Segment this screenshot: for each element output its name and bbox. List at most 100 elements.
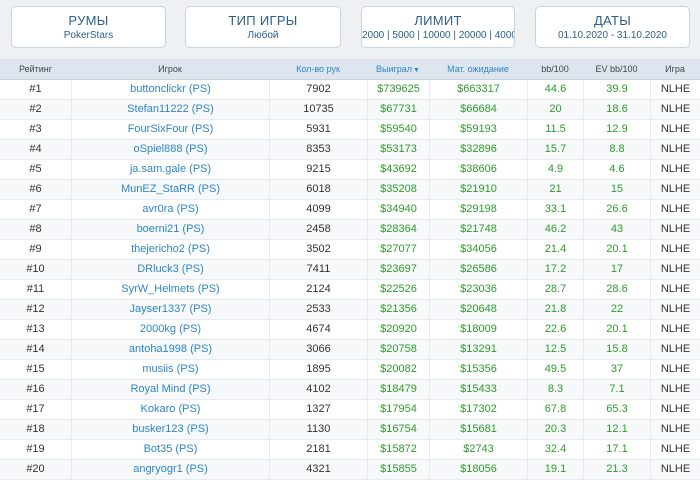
- bb100-cell: 33.1: [527, 200, 583, 219]
- header-bb100: bb/100: [541, 64, 569, 74]
- table-row: #18 busker123 (PS) 1130 $16754 $15681 20.3 12.…: [0, 420, 700, 440]
- bb100-cell: 20.3: [527, 420, 583, 439]
- ev-cell: $20648: [429, 300, 527, 319]
- player-link[interactable]: DRluck3 (PS): [71, 260, 269, 279]
- player-link[interactable]: antoha1998 (PS): [71, 340, 269, 359]
- won-cell: $21356: [367, 300, 429, 319]
- player-link[interactable]: SyrW_Helmets (PS): [71, 280, 269, 299]
- player-link[interactable]: 2000kg (PS): [71, 320, 269, 339]
- player-link[interactable]: ja.sam.gale (PS): [71, 160, 269, 179]
- evbb100-cell: 37: [583, 360, 650, 379]
- limit-filter-button[interactable]: ЛИМИТ 2000 | 5000 | 10000 | 20000 | 4000…: [361, 6, 515, 48]
- rank-cell: #6: [29, 183, 42, 195]
- table-row: #10 DRluck3 (PS) 7411 $23697 $26586 17.2 17 NLH…: [0, 260, 700, 280]
- player-link[interactable]: Kokaro (PS): [71, 400, 269, 419]
- player-link[interactable]: Stefan11222 (PS): [71, 100, 269, 119]
- game-cell: NLHE: [650, 240, 700, 259]
- player-link[interactable]: thejericho2 (PS): [71, 240, 269, 259]
- table-row: #9 thejericho2 (PS) 3502 $27077 $34056 21.4 20…: [0, 240, 700, 260]
- bb100-cell: 49.5: [527, 360, 583, 379]
- player-link[interactable]: oSpiel888 (PS): [71, 140, 269, 159]
- game-type-filter-button[interactable]: ТИП ИГРЫ Любой: [185, 6, 341, 48]
- ev-cell: $26586: [429, 260, 527, 279]
- header-hands[interactable]: Кол-во рук: [296, 64, 340, 74]
- rank-cell: #13: [26, 323, 45, 335]
- table-row: #5 ja.sam.gale (PS) 9215 $43692 $38606 4.9 4.6…: [0, 160, 700, 180]
- rank-cell: #5: [29, 163, 42, 175]
- won-cell: $27077: [367, 240, 429, 259]
- player-link[interactable]: buttonclickr (PS): [71, 80, 269, 99]
- table-row: #11 SyrW_Helmets (PS) 2124 $22526 $23036 28.7…: [0, 280, 700, 300]
- game-cell: NLHE: [650, 140, 700, 159]
- table-row: #12 Jayser1337 (PS) 2533 $21356 $20648 21.8 22…: [0, 300, 700, 320]
- ev-cell: $13291: [429, 340, 527, 359]
- header-won[interactable]: Выиграл▼: [367, 59, 429, 80]
- bb100-cell: 44.6: [527, 80, 583, 99]
- player-link[interactable]: MunEZ_StaRR (PS): [71, 180, 269, 199]
- player-link[interactable]: busker123 (PS): [71, 420, 269, 439]
- evbb100-cell: 18.6: [583, 100, 650, 119]
- player-link[interactable]: Bot35 (PS): [71, 440, 269, 459]
- evbb100-cell: 20.1: [583, 240, 650, 259]
- filter-bar: РУМЫ PokerStars ТИП ИГРЫ Любой ЛИМИТ 200…: [0, 0, 700, 58]
- hands-cell: 3502: [269, 240, 367, 259]
- evbb100-cell: 65.3: [583, 400, 650, 419]
- player-link[interactable]: angryogr1 (PS): [71, 460, 269, 479]
- bb100-cell: 32.4: [527, 440, 583, 459]
- game-cell: NLHE: [650, 440, 700, 459]
- won-cell: $15855: [367, 460, 429, 479]
- evbb100-cell: 15: [583, 180, 650, 199]
- bb100-cell: 21.8: [527, 300, 583, 319]
- player-link[interactable]: Royal Mind (PS): [71, 380, 269, 399]
- bb100-cell: 15.7: [527, 140, 583, 159]
- table-header: Рейтинг Игрок Кол-во рук Выиграл▼ Мат. о…: [0, 59, 700, 80]
- bb100-cell: 19.1: [527, 460, 583, 479]
- won-cell: $17954: [367, 400, 429, 419]
- header-rank: Рейтинг: [18, 64, 53, 74]
- ev-cell: $23036: [429, 280, 527, 299]
- hands-cell: 7902: [269, 80, 367, 99]
- rooms-filter-value: PokerStars: [63, 30, 114, 41]
- hands-cell: 4674: [269, 320, 367, 339]
- table-row: #2 Stefan11222 (PS) 10735 $67731 $66684 20 18.…: [0, 100, 700, 120]
- table-row: #4 oSpiel888 (PS) 8353 $53173 $32896 15.7 8.8 N…: [0, 140, 700, 160]
- rooms-filter-button[interactable]: РУМЫ PokerStars: [11, 6, 166, 48]
- evbb100-cell: 17.1: [583, 440, 650, 459]
- player-link[interactable]: FourSixFour (PS): [71, 120, 269, 139]
- game-cell: NLHE: [650, 120, 700, 139]
- won-cell: $739625: [367, 80, 429, 99]
- player-link[interactable]: boerni21 (PS): [71, 220, 269, 239]
- game-cell: NLHE: [650, 260, 700, 279]
- game-cell: NLHE: [650, 200, 700, 219]
- ev-cell: $59193: [429, 120, 527, 139]
- table-row: #3 FourSixFour (PS) 5931 $59540 $59193 11.5 12…: [0, 120, 700, 140]
- hands-cell: 2458: [269, 220, 367, 239]
- evbb100-cell: 28.6: [583, 280, 650, 299]
- rank-cell: #3: [29, 123, 42, 135]
- bb100-cell: 46.2: [527, 220, 583, 239]
- won-cell: $28364: [367, 220, 429, 239]
- header-ev[interactable]: Мат. ожидание: [447, 64, 509, 74]
- rank-cell: #2: [29, 103, 42, 115]
- rank-cell: #11: [26, 283, 45, 295]
- hands-cell: 1130: [269, 420, 367, 439]
- dates-filter-button[interactable]: ДАТЫ 01.10.2020 - 31.10.2020: [535, 6, 690, 48]
- game-cell: NLHE: [650, 100, 700, 119]
- won-cell: $20082: [367, 360, 429, 379]
- rank-cell: #15: [26, 363, 45, 375]
- rank-cell: #14: [26, 343, 45, 355]
- rank-cell: #8: [29, 223, 42, 235]
- ev-cell: $21910: [429, 180, 527, 199]
- bb100-cell: 21.4: [527, 240, 583, 259]
- hands-cell: 1327: [269, 400, 367, 419]
- table-row: #6 MunEZ_StaRR (PS) 6018 $35208 $21910 21 15 NL…: [0, 180, 700, 200]
- player-link[interactable]: Jayser1337 (PS): [71, 300, 269, 319]
- won-cell: $35208: [367, 180, 429, 199]
- header-evbb100: EV bb/100: [595, 64, 638, 74]
- won-cell: $18479: [367, 380, 429, 399]
- player-link[interactable]: musiis (PS): [71, 360, 269, 379]
- bb100-cell: 17.2: [527, 260, 583, 279]
- hands-cell: 6018: [269, 180, 367, 199]
- game-cell: NLHE: [650, 420, 700, 439]
- player-link[interactable]: avr0ra (PS): [71, 200, 269, 219]
